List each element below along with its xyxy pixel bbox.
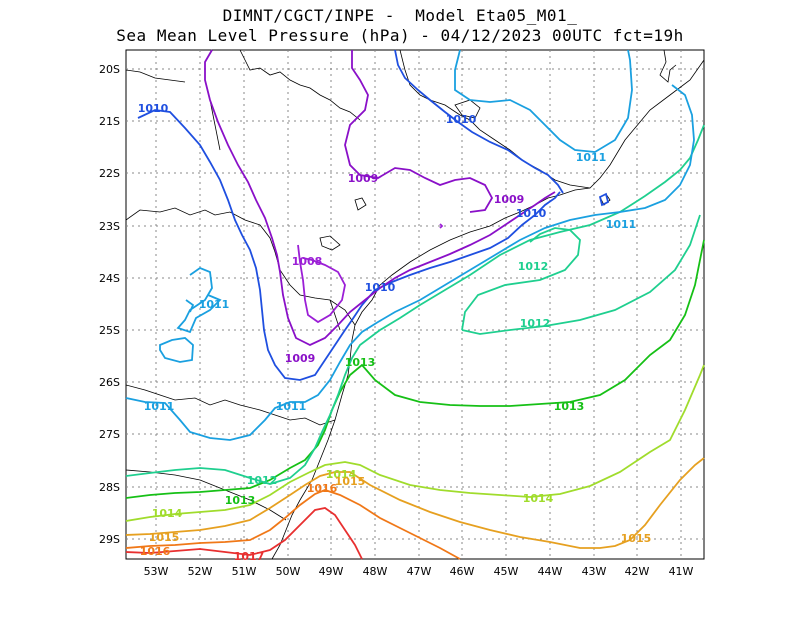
- map-title-line-2: Sea Mean Level Pressure (hPa) - 04/12/20…: [116, 26, 684, 45]
- lat-label: 26S: [99, 376, 120, 389]
- lat-label: 29S: [99, 533, 120, 546]
- contour-label: 1011: [144, 400, 175, 413]
- contour-label: 1009: [285, 352, 316, 365]
- contour-label: 1010: [365, 281, 396, 294]
- contour-label: 1010: [138, 102, 169, 115]
- lon-label: 53W: [144, 565, 169, 578]
- contour-label: 1013: [225, 494, 256, 507]
- lat-label: 22S: [99, 167, 120, 180]
- contour-label: 1009: [494, 193, 525, 206]
- contour-label: 1016: [307, 482, 338, 495]
- contour-label: 1011: [276, 400, 307, 413]
- contour-label: 1011: [199, 298, 230, 311]
- contour-label: 1009: [348, 172, 379, 185]
- contour-label: 1014: [152, 507, 183, 520]
- contour-label: 1016: [140, 545, 171, 558]
- contour-label: 1014: [523, 492, 554, 505]
- contour-label: 1017: [234, 550, 265, 563]
- isobars: [125, 49, 705, 560]
- lon-label: 43W: [582, 565, 607, 578]
- lon-label: 50W: [276, 565, 301, 578]
- lon-label: 44W: [538, 565, 563, 578]
- lat-label: 21S: [99, 115, 120, 128]
- contour-label: 1015: [621, 532, 652, 545]
- contour-label: 1013: [345, 356, 376, 369]
- contour-label: 1014: [326, 468, 357, 481]
- contour-label: 1012: [520, 317, 551, 330]
- contour-labels: 1010 1010 1011 1009 1009 1010 1011 1008 …: [138, 102, 652, 563]
- lat-label: 23S: [99, 220, 120, 233]
- contour-label: 1011: [576, 151, 607, 164]
- contour-label: 1012: [518, 260, 549, 273]
- map-frame: [125, 49, 705, 560]
- contour-label: 1012: [247, 474, 278, 487]
- lon-label: 52W: [188, 565, 213, 578]
- lat-label: 20S: [99, 63, 120, 76]
- lat-label: 27S: [99, 428, 120, 441]
- contour-label: 1013: [554, 400, 585, 413]
- lon-label: 41W: [669, 565, 694, 578]
- lon-label: 51W: [232, 565, 257, 578]
- lon-label: 46W: [450, 565, 475, 578]
- lat-label: 25S: [99, 324, 120, 337]
- contour-label: 1011: [606, 218, 637, 231]
- lon-label: 48W: [363, 565, 388, 578]
- contour-label: 1010: [446, 113, 477, 126]
- map-title-line-1: DIMNT/CGCT/INPE - Model Eta05_M01_: [222, 6, 578, 25]
- contour-label: 1008: [292, 255, 323, 268]
- lon-label: 42W: [625, 565, 650, 578]
- lon-label: 47W: [407, 565, 432, 578]
- longitude-labels: 53W 52W 51W 50W 49W 48W 47W 46W 45W 44W …: [144, 565, 694, 578]
- lat-label: 24S: [99, 272, 120, 285]
- contour-label: 1015: [149, 531, 180, 544]
- latitude-labels: 20S 21S 22S 23S 24S 25S 26S 27S 28S 29S: [99, 63, 120, 546]
- lat-label: 28S: [99, 481, 120, 494]
- lon-label: 49W: [319, 565, 344, 578]
- lon-label: 45W: [494, 565, 519, 578]
- contour-label: 1010: [516, 207, 547, 220]
- contour-label: 1015: [335, 475, 366, 488]
